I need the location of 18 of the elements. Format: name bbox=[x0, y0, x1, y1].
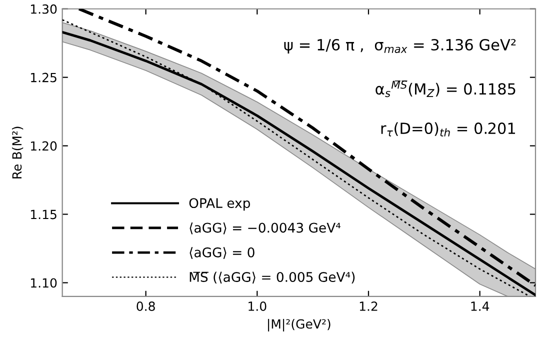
x-tick-label: 1.0 bbox=[248, 302, 266, 311]
annotation: α$_{s}$$^{M̅S̅}$(M$_{Z}$) = 0.1185 bbox=[376, 80, 516, 98]
y-tick-label: 1.25 bbox=[31, 72, 56, 82]
y-tick-label: 1.20 bbox=[31, 141, 57, 151]
y-tick-label: 1.30 bbox=[31, 4, 57, 14]
x-tick-label: 1.4 bbox=[471, 302, 490, 311]
legend-label: ⟨aGG⟩ = 0 bbox=[190, 247, 254, 259]
y-tick-label: 1.10 bbox=[31, 278, 57, 288]
y-axis-title: Re B(M²) bbox=[12, 126, 24, 178]
annotation: r$_{τ}$(D=0)$_{th}$ = 0.201 bbox=[381, 122, 516, 136]
x-tick-label: 0.8 bbox=[136, 302, 155, 311]
x-axis-title: |M|²(GeV²) bbox=[268, 318, 330, 332]
legend-label: M̅S̅ (⟨aGG⟩ = 0.005 GeV⁴) bbox=[190, 272, 355, 284]
annotation: ψ = 1/6 π , σ$_{max}$ = 3.136 GeV² bbox=[284, 38, 516, 54]
legend-label: ⟨aGG⟩ = −0.0043 GeV⁴ bbox=[190, 222, 341, 234]
y-tick-label: 1.15 bbox=[31, 210, 56, 220]
x-tick-label: 1.2 bbox=[360, 302, 378, 311]
legend-label: OPAL exp bbox=[189, 198, 250, 211]
